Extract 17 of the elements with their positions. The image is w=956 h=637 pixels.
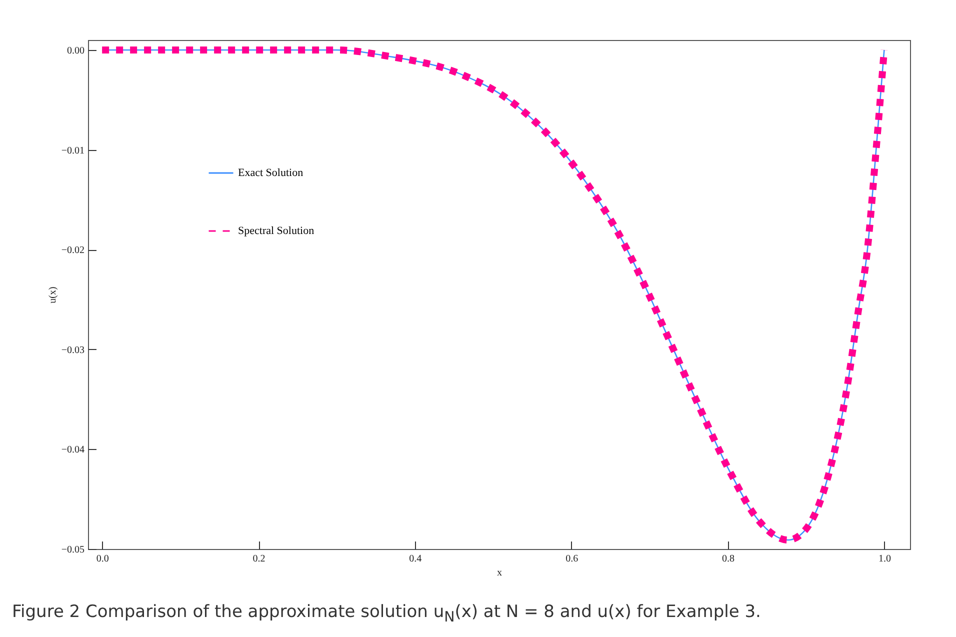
legend-label: Exact Solution	[238, 167, 304, 179]
y-tick-label: −0.05	[61, 544, 84, 556]
x-tick-label: 0.0	[96, 554, 109, 564]
y-tick-label: −0.02	[61, 245, 84, 256]
x-tick-label: 0.2	[252, 554, 266, 564]
y-tick-label: −0.04	[61, 444, 84, 456]
y-tick-label: 0.00	[67, 45, 84, 56]
x-tick-label: 1.0	[878, 554, 891, 564]
y-tick-label: −0.01	[61, 145, 84, 156]
y-tick-label: −0.03	[61, 344, 84, 356]
caption: Figure 2 Comparison of the approximate solution u$_{N}$(x) at N = 8 and u(x) for Example 3.	[12, 602, 762, 626]
legend-label: Spectral Solution	[238, 225, 315, 237]
y-axis-title: u(x)	[47, 286, 58, 304]
x-tick-label: 0.8	[722, 554, 735, 564]
x-tick-label: 0.6	[566, 554, 578, 564]
x-tick-label: 0.4	[409, 554, 422, 564]
x-axis-title: x	[497, 568, 502, 578]
